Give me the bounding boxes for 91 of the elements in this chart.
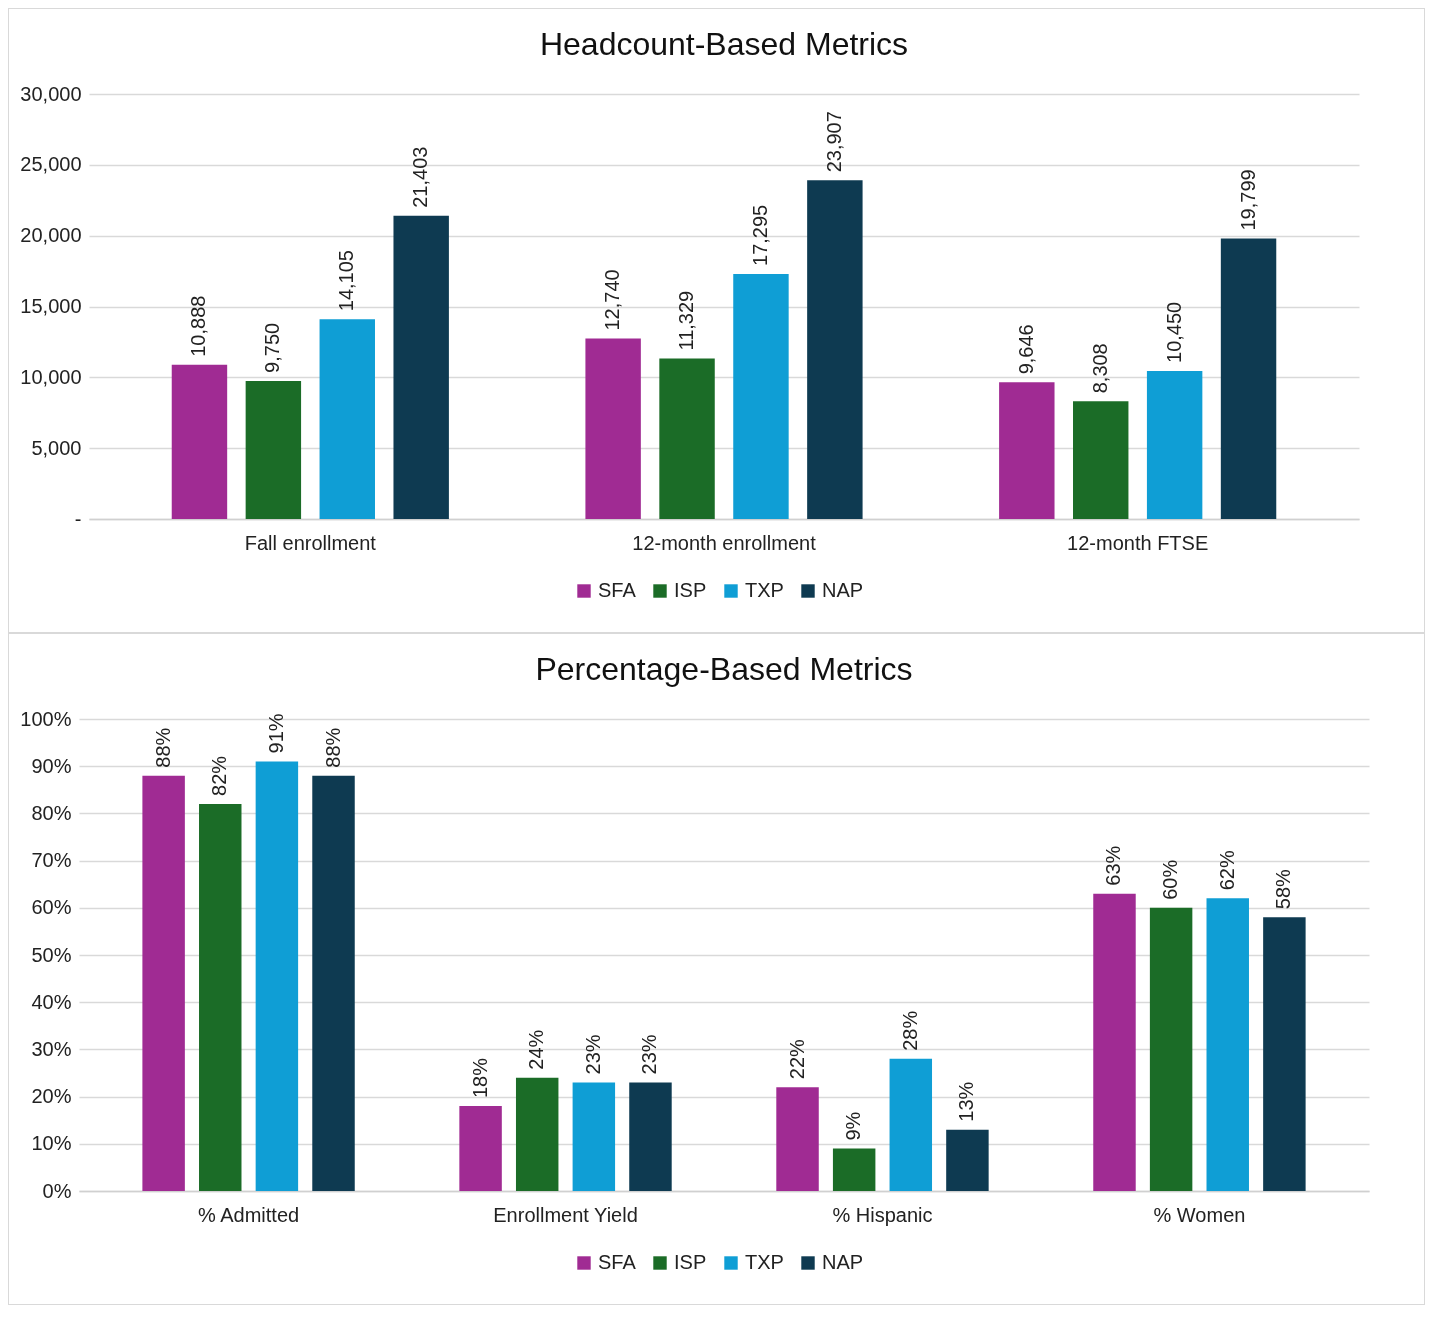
bar (255, 761, 299, 1191)
bar (1149, 907, 1193, 1191)
bar (319, 319, 375, 519)
bar (733, 273, 789, 519)
data-label: 63% (1102, 845, 1125, 886)
bar (572, 1082, 616, 1191)
y-tick-label: 10% (31, 1132, 72, 1155)
data-label: 58% (1272, 868, 1295, 910)
bar (515, 1077, 559, 1191)
y-tick-label: 60% (31, 896, 72, 919)
data-label: 21,403 (409, 146, 432, 208)
legend-label: SFA (598, 579, 637, 601)
data-label: 24% (525, 1029, 548, 1070)
data-label: 88% (321, 727, 344, 768)
bar (1206, 898, 1249, 1191)
legend-label: ISP (674, 579, 707, 601)
data-label: 19,799 (1236, 169, 1259, 231)
y-tick-label: 20,000 (20, 224, 82, 247)
bar (807, 180, 863, 519)
bar (776, 1087, 819, 1191)
y-tick-label: 50% (31, 943, 72, 966)
bar (142, 775, 185, 1191)
y-tick-label: 100% (20, 707, 72, 730)
bar (1146, 370, 1203, 519)
bar (199, 803, 242, 1191)
y-tick-label: 30,000 (20, 82, 82, 105)
data-label: 62% (1215, 850, 1238, 891)
legend-label: TXP (745, 1251, 784, 1273)
data-label: 9,750 (261, 322, 284, 373)
legend-label: NAP (822, 579, 864, 601)
x-tick-label: 12-month FTSE (1067, 531, 1209, 554)
data-label: 22% (785, 1038, 808, 1080)
legend-label: NAP (822, 1251, 864, 1273)
y-tick-label: 70% (31, 849, 72, 872)
y-tick-label: 15,000 (20, 295, 82, 317)
x-tick-label: % Admitted (197, 1203, 300, 1226)
bar (629, 1082, 672, 1191)
x-tick-label: % Hispanic (832, 1203, 933, 1226)
x-tick-label: % Women (1153, 1203, 1246, 1226)
data-label: 12,740 (601, 269, 624, 331)
data-label: 9% (842, 1111, 865, 1141)
data-label: 18% (468, 1057, 491, 1099)
y-tick-label: - (74, 507, 82, 530)
y-tick-label: 90% (31, 754, 72, 777)
bar (245, 380, 302, 519)
data-label: 23% (581, 1034, 604, 1075)
bar (312, 775, 355, 1191)
bar (999, 382, 1055, 519)
y-tick-label: 5,000 (31, 436, 82, 459)
legend-label: ISP (674, 1251, 707, 1273)
x-tick-label: Fall enrollment (244, 531, 377, 554)
y-tick-label: 0% (42, 1179, 72, 1202)
y-tick-label: 25,000 (20, 153, 82, 176)
legend-label: SFA (598, 1251, 637, 1273)
bar (459, 1106, 502, 1191)
data-label: 10,888 (187, 295, 210, 357)
data-label: 14,105 (335, 250, 358, 312)
data-label: 28% (898, 1010, 921, 1051)
bar (1093, 893, 1136, 1191)
bar (832, 1148, 876, 1191)
bar (1220, 238, 1277, 519)
bar (171, 364, 228, 519)
data-label: 13% (955, 1081, 978, 1122)
y-tick-label: 40% (31, 990, 72, 1013)
chart-title: Headcount-Based Metrics (539, 26, 909, 62)
y-tick-label: 80% (31, 801, 72, 824)
data-label: 17,295 (748, 204, 771, 266)
y-tick-label: 30% (31, 1037, 72, 1060)
chart-title: Percentage-Based Metrics (535, 651, 913, 687)
y-tick-label: 20% (31, 1085, 72, 1108)
x-tick-label: 12-month enrollment (632, 531, 817, 554)
bar (1263, 917, 1306, 1191)
bar (393, 215, 449, 519)
data-label: 9,646 (1014, 324, 1037, 375)
data-label: 82% (208, 755, 231, 796)
data-label: 88% (151, 727, 174, 768)
data-label: 10,450 (1162, 301, 1185, 363)
data-label: 23,907 (822, 111, 845, 173)
data-label: 60% (1159, 859, 1182, 900)
bar (659, 358, 715, 519)
bar (946, 1129, 989, 1191)
data-label: 91% (264, 713, 287, 754)
data-label: 8,308 (1088, 343, 1111, 394)
data-label: 11,329 (675, 290, 698, 351)
bar (585, 338, 641, 519)
legend-label: TXP (745, 579, 784, 601)
bar (1073, 401, 1129, 519)
y-tick-label: 10,000 (20, 365, 82, 388)
data-label: 23% (638, 1034, 661, 1075)
x-tick-label: Enrollment Yield (493, 1203, 638, 1226)
bar (889, 1058, 933, 1191)
